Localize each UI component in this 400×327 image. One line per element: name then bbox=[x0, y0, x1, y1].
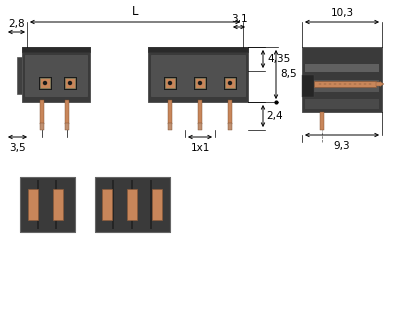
Bar bbox=[131, 180, 133, 229]
Text: 3,1: 3,1 bbox=[231, 14, 247, 24]
Bar bbox=[302, 47, 382, 112]
FancyArrow shape bbox=[376, 81, 384, 87]
Bar bbox=[168, 123, 172, 130]
Bar bbox=[64, 77, 76, 90]
Bar bbox=[195, 78, 205, 88]
Bar bbox=[148, 47, 248, 52]
Bar bbox=[224, 77, 236, 90]
Text: 2,4: 2,4 bbox=[266, 111, 283, 121]
Bar bbox=[40, 78, 50, 88]
Bar bbox=[22, 47, 90, 52]
Bar bbox=[37, 180, 39, 229]
Bar bbox=[228, 123, 232, 130]
Bar bbox=[198, 123, 202, 130]
Bar bbox=[152, 189, 162, 220]
Bar bbox=[65, 100, 69, 124]
Circle shape bbox=[198, 81, 202, 84]
Bar bbox=[151, 55, 245, 96]
Text: 2,8: 2,8 bbox=[8, 19, 25, 29]
Text: 8,5: 8,5 bbox=[280, 70, 297, 79]
Bar bbox=[112, 180, 114, 229]
Bar bbox=[20, 177, 75, 232]
Bar bbox=[314, 81, 376, 87]
Bar bbox=[65, 123, 69, 130]
Bar bbox=[65, 78, 75, 88]
Bar bbox=[150, 180, 152, 229]
Text: 1x1: 1x1 bbox=[190, 143, 210, 153]
Text: 4,35: 4,35 bbox=[267, 54, 290, 64]
Bar bbox=[95, 177, 170, 232]
Bar bbox=[20, 177, 75, 232]
Bar bbox=[40, 100, 44, 124]
Bar bbox=[25, 55, 87, 96]
Bar bbox=[95, 177, 170, 232]
Bar bbox=[194, 77, 206, 90]
Bar bbox=[305, 80, 379, 92]
Bar bbox=[305, 64, 379, 72]
Bar bbox=[228, 100, 232, 124]
Circle shape bbox=[168, 81, 172, 84]
Bar bbox=[55, 180, 57, 229]
Bar bbox=[53, 189, 63, 220]
Bar bbox=[320, 112, 324, 130]
Bar bbox=[168, 100, 172, 124]
Bar bbox=[17, 57, 22, 94]
Bar bbox=[148, 47, 248, 102]
Text: 9,3: 9,3 bbox=[334, 141, 350, 151]
Bar bbox=[102, 189, 112, 220]
Bar bbox=[38, 77, 52, 90]
Bar bbox=[198, 100, 202, 124]
Bar bbox=[22, 47, 90, 102]
Bar bbox=[40, 123, 44, 130]
Circle shape bbox=[44, 81, 46, 84]
Circle shape bbox=[228, 81, 232, 84]
Text: 10,3: 10,3 bbox=[330, 8, 354, 18]
Bar bbox=[28, 189, 38, 220]
Text: L: L bbox=[132, 5, 138, 18]
Bar bbox=[225, 78, 235, 88]
Bar bbox=[164, 77, 176, 90]
Bar bbox=[165, 78, 175, 88]
Circle shape bbox=[68, 81, 72, 84]
Bar bbox=[305, 99, 379, 109]
Bar bbox=[302, 75, 314, 97]
Bar bbox=[127, 189, 137, 220]
Text: 3,5: 3,5 bbox=[9, 143, 26, 153]
